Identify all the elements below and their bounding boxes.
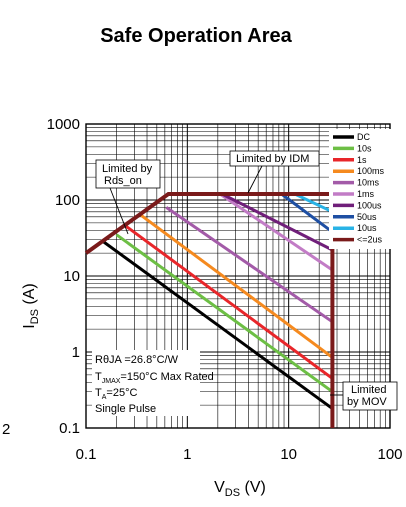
condition-tjmax-sub: JMAX — [102, 378, 121, 385]
condition-rtheta: RθJA =26.8°C/W — [95, 354, 179, 366]
legend-label: 50us — [357, 212, 377, 222]
legend-label: 1ms — [357, 189, 375, 199]
tick-labels: 0.1 1 10 100 0.1 1 10 100 1000 — [47, 116, 403, 463]
annotation-rds-on: Limited by Rds_on — [95, 159, 161, 235]
condition-tjmax: TJMAX=150°C Max Rated — [95, 371, 214, 385]
y-tick-label: 1000 — [47, 116, 80, 133]
series-line-10s — [115, 233, 334, 393]
y-tick-label: 10 — [63, 268, 80, 285]
condition-tjmax-rest: =150°C Max Rated — [120, 371, 213, 383]
x-axis-label-main: V — [214, 479, 225, 496]
series-line-dc — [102, 240, 334, 410]
series-line-10ms — [165, 206, 334, 324]
condition-ta: TA=25°C — [95, 387, 137, 401]
plot-frame — [85, 123, 391, 429]
x-tick-label: 100 — [377, 446, 402, 463]
annotation-rds-on-line1: Limited by — [102, 163, 153, 175]
x-axis-label-sub: DS — [225, 487, 240, 499]
annotation-mov: Limited by MOV — [330, 381, 398, 411]
condition-ta-sub: A — [102, 394, 107, 401]
legend-label: 1s — [357, 155, 367, 165]
condition-ta-rest: =25°C — [106, 387, 137, 399]
legend-label: 10s — [357, 143, 372, 153]
y-tick-label: 100 — [55, 192, 80, 209]
conditions-box: RθJA =26.8°C/W TJMAX=150°C Max Rated TA=… — [92, 350, 214, 416]
y-axis-label-unit: (A) — [21, 283, 38, 309]
series-line-2us — [84, 192, 335, 428]
series-line-100us — [221, 192, 334, 252]
legend-label: 100us — [357, 200, 382, 210]
legend-label: 10us — [357, 223, 377, 233]
series-line-10us — [294, 192, 334, 214]
annotation-idm-text: Limited by IDM — [236, 153, 309, 165]
y-tick-label: 0.1 — [59, 420, 80, 437]
legend-label: 100ms — [357, 166, 385, 176]
x-tick-label: 10 — [280, 446, 297, 463]
chart-title: Safe Operation Area — [100, 25, 292, 47]
annotation-idm: Limited by IDM — [229, 150, 320, 194]
series-line-50us — [280, 192, 334, 234]
legend-label: <=2us — [357, 235, 383, 245]
y-axis-label-sub: DS — [29, 309, 41, 324]
y-tick-label: 1 — [72, 344, 80, 361]
annotation-mov-line2: by MOV — [347, 396, 387, 408]
series-layer — [84, 192, 335, 428]
series-line-100ms — [140, 214, 334, 359]
grid — [85, 124, 390, 429]
edge-label: 2 — [2, 421, 10, 438]
y-axis-label: IDS (A) — [21, 283, 41, 329]
legend-label: DC — [357, 132, 370, 142]
series-line-1s — [125, 225, 334, 380]
y-axis-label-main: I — [21, 324, 38, 328]
condition-tjmax-t: T — [95, 371, 102, 383]
condition-single-pulse: Single Pulse — [95, 403, 156, 415]
x-axis-label-unit: (V) — [240, 479, 266, 496]
annotation-mov-line1: Limited — [351, 384, 386, 396]
series-line-1ms — [219, 192, 334, 272]
x-tick-label: 0.1 — [76, 446, 97, 463]
x-axis-label: VDS (V) — [214, 479, 266, 499]
legend-label: 10ms — [357, 178, 380, 188]
annotation-rds-on-line2: Rds_on — [104, 175, 142, 187]
x-tick-label: 1 — [183, 446, 191, 463]
condition-ta-t: T — [95, 387, 102, 399]
